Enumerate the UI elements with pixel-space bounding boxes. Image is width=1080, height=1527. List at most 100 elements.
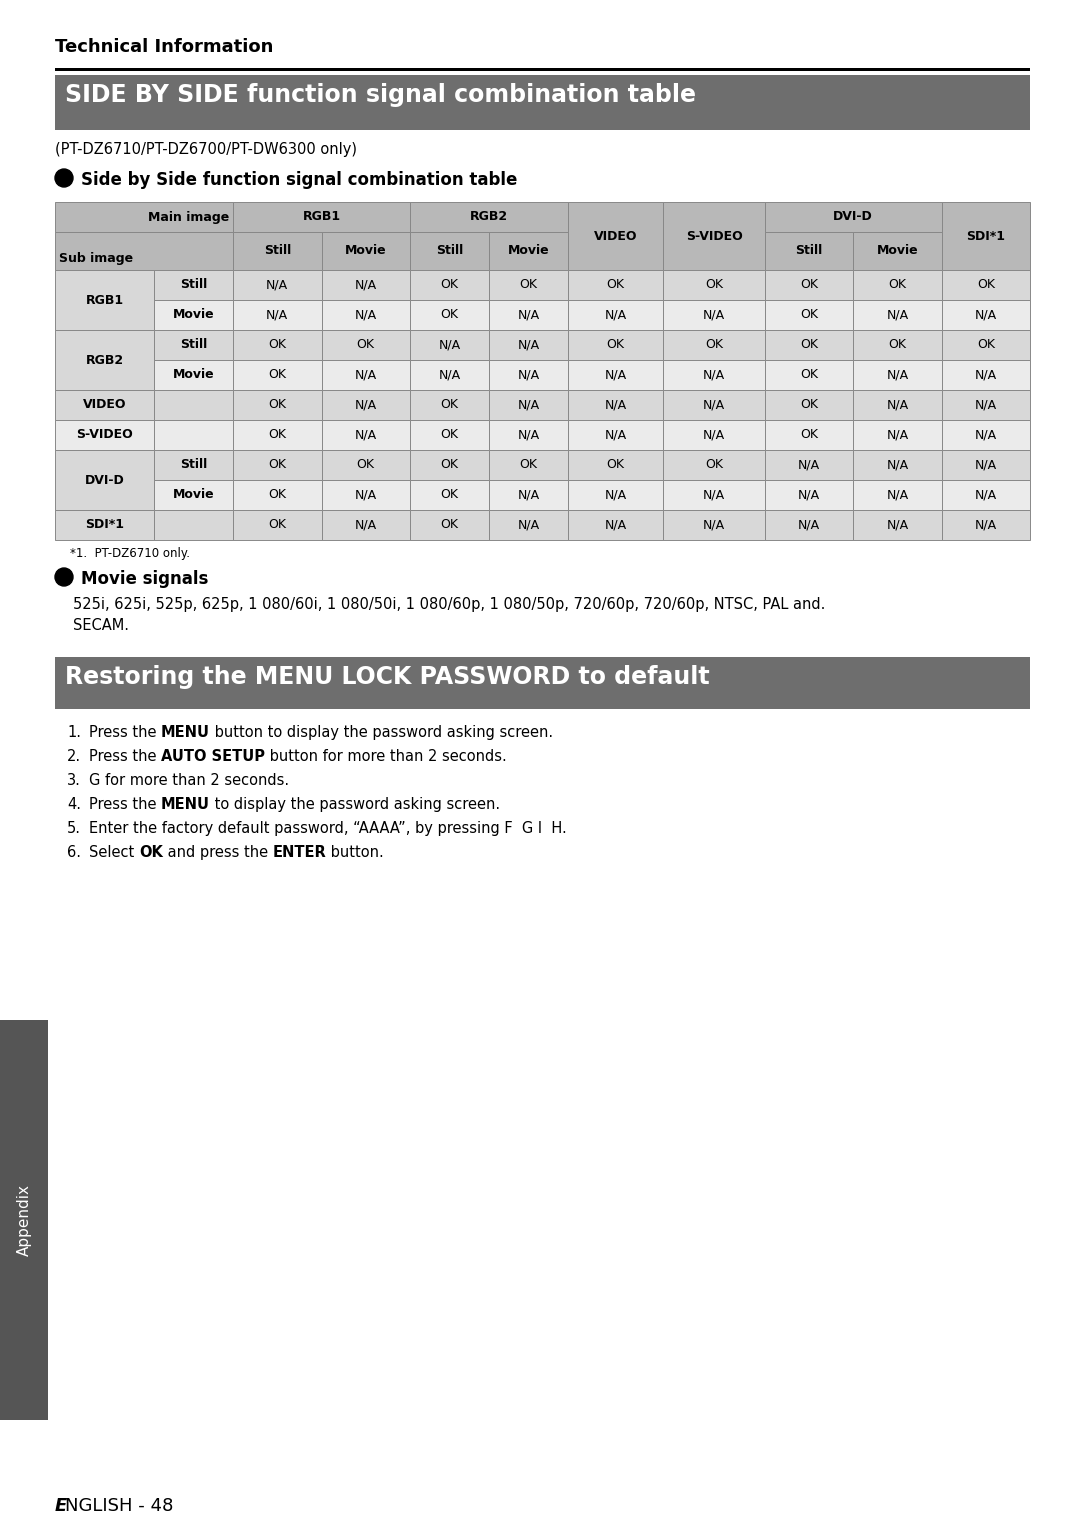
Bar (154, 360, 233, 389)
Bar (853, 360, 942, 389)
Text: OK: OK (800, 368, 818, 382)
Text: Press the: Press the (89, 725, 161, 741)
Bar (765, 232, 853, 270)
Bar (154, 270, 233, 299)
Text: OK: OK (441, 308, 459, 322)
Bar (322, 420, 410, 450)
Bar (55, 330, 154, 389)
Text: OK: OK (889, 339, 906, 351)
Bar (765, 389, 853, 420)
Bar (942, 450, 1030, 479)
Text: N/A: N/A (605, 368, 626, 382)
Bar (942, 202, 1030, 270)
Text: button to display the password asking screen.: button to display the password asking sc… (211, 725, 553, 741)
Bar (853, 450, 942, 479)
Bar (568, 389, 663, 420)
Text: DVI-D: DVI-D (84, 473, 124, 487)
Bar (853, 330, 942, 360)
Bar (410, 202, 568, 232)
Text: OK: OK (441, 278, 459, 292)
Bar (489, 420, 568, 450)
Bar (410, 299, 489, 330)
Text: Movie: Movie (877, 244, 918, 258)
Text: OK: OK (519, 458, 538, 472)
Text: OK: OK (441, 519, 459, 531)
Bar (489, 232, 568, 270)
Bar (853, 232, 942, 270)
Bar (663, 299, 765, 330)
Bar (765, 479, 853, 510)
Bar (154, 479, 233, 510)
Text: Movie: Movie (345, 244, 387, 258)
Text: 6.: 6. (67, 844, 81, 860)
Bar (233, 202, 410, 232)
Text: Movie signals: Movie signals (81, 570, 208, 588)
Text: N/A: N/A (703, 399, 725, 411)
Text: DVI-D: DVI-D (834, 211, 873, 223)
Text: 1.: 1. (67, 725, 81, 741)
Bar (154, 420, 233, 450)
Bar (942, 389, 1030, 420)
Text: N/A: N/A (887, 429, 908, 441)
Bar (942, 360, 1030, 389)
Text: *1.  PT-DZ6710 only.: *1. PT-DZ6710 only. (70, 547, 190, 560)
Text: N/A: N/A (267, 278, 288, 292)
Text: 525i, 625i, 525p, 625p, 1 080/60i, 1 080/50i, 1 080/60p, 1 080/50p, 720/60p, 720: 525i, 625i, 525p, 625p, 1 080/60i, 1 080… (73, 597, 825, 634)
Bar (489, 330, 568, 360)
Bar (489, 299, 568, 330)
Bar (233, 420, 322, 450)
Text: N/A: N/A (605, 429, 626, 441)
Text: 5.: 5. (67, 822, 81, 835)
Text: MENU: MENU (161, 725, 211, 741)
Bar (55, 69, 1030, 70)
Text: N/A: N/A (354, 429, 377, 441)
Text: N/A: N/A (517, 399, 540, 411)
Bar (410, 330, 489, 360)
Bar (233, 299, 322, 330)
Text: Still: Still (180, 458, 207, 472)
Text: OK: OK (519, 278, 538, 292)
Text: N/A: N/A (703, 429, 725, 441)
Bar (322, 232, 410, 270)
Bar (765, 330, 853, 360)
Text: N/A: N/A (887, 368, 908, 382)
Text: VIDEO: VIDEO (83, 399, 126, 411)
Bar (55, 450, 154, 510)
Text: RGB1: RGB1 (85, 293, 123, 307)
Bar (489, 450, 568, 479)
Bar (489, 270, 568, 299)
Bar (765, 360, 853, 389)
Text: OK: OK (356, 339, 375, 351)
Text: RGB2: RGB2 (85, 353, 123, 366)
Bar (568, 360, 663, 389)
Text: RGB2: RGB2 (470, 211, 508, 223)
Bar (55, 657, 1030, 709)
Text: N/A: N/A (975, 519, 997, 531)
Bar (568, 510, 663, 541)
Bar (322, 299, 410, 330)
Text: Side by Side function signal combination table: Side by Side function signal combination… (81, 171, 517, 189)
Text: Still: Still (795, 244, 823, 258)
Text: button for more than 2 seconds.: button for more than 2 seconds. (265, 750, 507, 764)
Bar (233, 360, 322, 389)
Bar (853, 510, 942, 541)
Bar (154, 389, 233, 420)
Text: S-VIDEO: S-VIDEO (76, 429, 133, 441)
Text: OK: OK (800, 429, 818, 441)
Bar (568, 270, 663, 299)
Bar (154, 510, 233, 541)
Text: N/A: N/A (975, 308, 997, 322)
Text: Press the: Press the (89, 750, 161, 764)
Text: OK: OK (607, 339, 624, 351)
Bar (410, 420, 489, 450)
Text: Still: Still (264, 244, 291, 258)
Text: (PT-DZ6710/PT-DZ6700/PT-DW6300 only): (PT-DZ6710/PT-DZ6700/PT-DW6300 only) (55, 142, 357, 157)
Text: OK: OK (607, 458, 624, 472)
Bar (233, 510, 322, 541)
Text: OK: OK (976, 339, 995, 351)
Text: N/A: N/A (267, 308, 288, 322)
Text: OK: OK (976, 278, 995, 292)
Text: N/A: N/A (354, 399, 377, 411)
Bar (853, 389, 942, 420)
Text: N/A: N/A (517, 519, 540, 531)
